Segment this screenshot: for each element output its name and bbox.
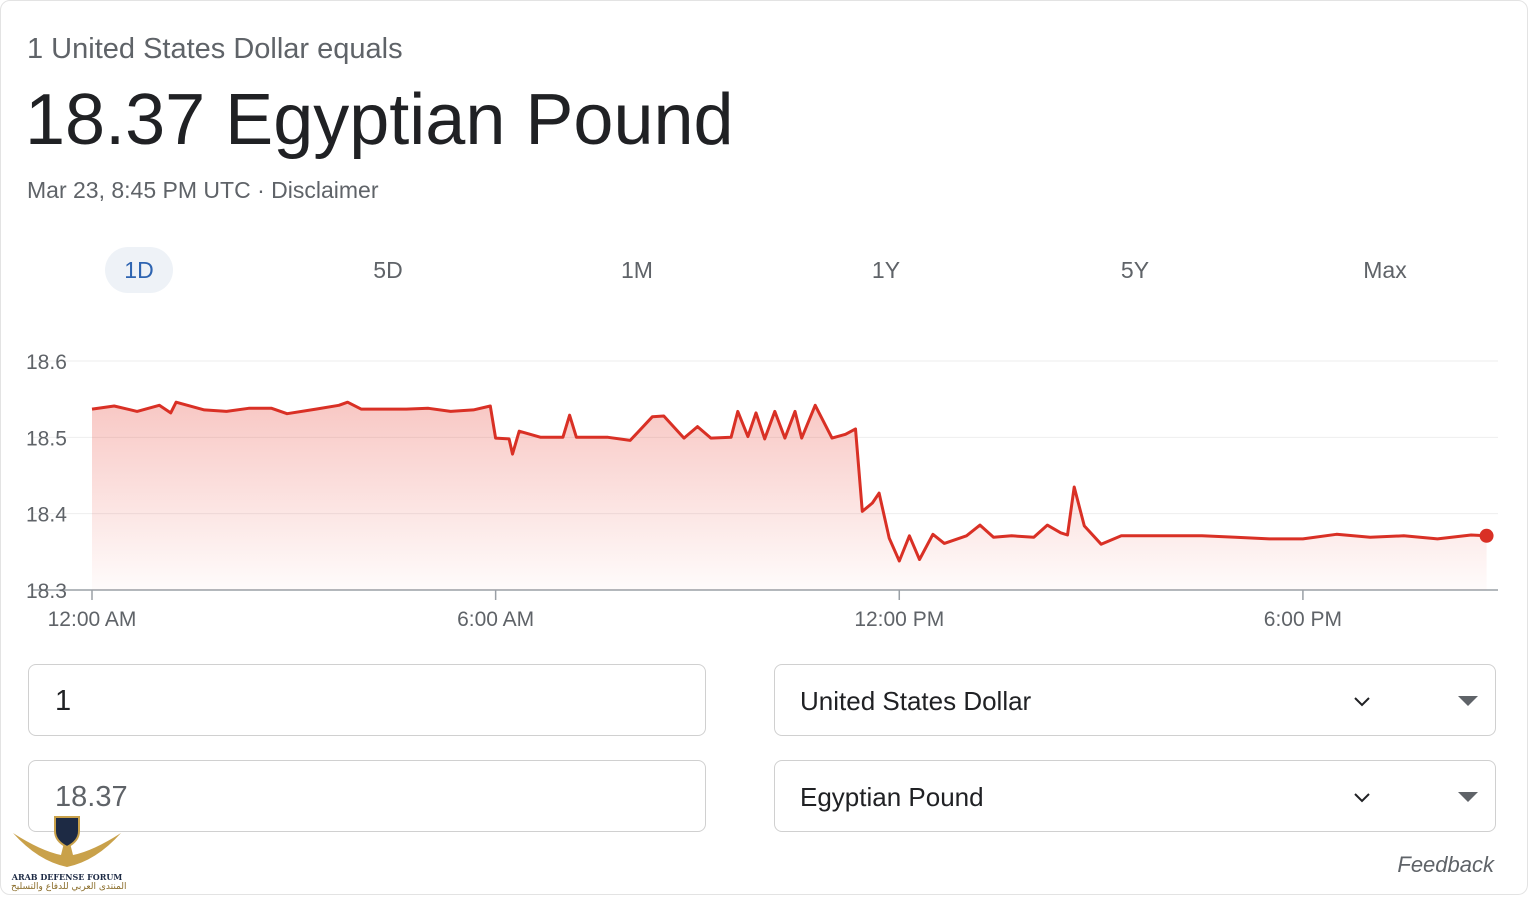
y-tick-label: 18.3 bbox=[26, 580, 67, 603]
y-tick-label: 18.5 bbox=[26, 427, 67, 450]
dropdown-icons bbox=[1354, 696, 1478, 707]
subtitle: 1 United States Dollar equals bbox=[27, 33, 403, 65]
from-currency: United States Dollar bbox=[800, 686, 1032, 716]
x-tick-label: 12:00 PM bbox=[854, 608, 944, 631]
price-line bbox=[91, 400, 1487, 563]
x-tick-label: 6:00 AM bbox=[457, 608, 534, 631]
timestamp-row: Mar 23, 8:45 PM UTC · Disclaimer bbox=[27, 177, 378, 204]
y-tick-label: 18.6 bbox=[26, 351, 67, 374]
watermark: ARAB DEFENSE FORUM المنتدى العربي للدفاع… bbox=[11, 811, 127, 892]
dropdown-icons bbox=[1354, 792, 1478, 803]
to-amount-input[interactable]: 18.37 bbox=[28, 760, 706, 832]
timestamp: Mar 23, 8:45 PM UTC bbox=[27, 177, 251, 203]
range-tab[interactable]: 5D bbox=[373, 257, 403, 283]
chart: 18.3 18.4 18.5 18.6 12:00 AM 6:00 AM 12:00 PM 6… bbox=[26, 351, 1498, 631]
range-tab[interactable]: 1Y bbox=[871, 257, 901, 283]
from-currency-select[interactable]: United States Dollar bbox=[774, 664, 1496, 736]
from-amount-input[interactable]: 1 bbox=[28, 664, 706, 736]
last-point bbox=[1479, 528, 1494, 543]
range-tab[interactable]: 1M bbox=[621, 257, 653, 283]
watermark-logo bbox=[13, 816, 121, 867]
to-amount: 18.37 bbox=[55, 781, 128, 813]
disclaimer-link[interactable]: Disclaimer bbox=[271, 177, 379, 203]
feedback-link[interactable]: Feedback bbox=[1397, 852, 1494, 877]
to-currency: Egyptian Pound bbox=[800, 782, 984, 812]
to-currency-select[interactable]: Egyptian Pound bbox=[774, 760, 1496, 832]
area-fill bbox=[92, 402, 1487, 590]
separator: · bbox=[257, 177, 265, 203]
watermark-arabic: المنتدى العربي للدفاع والتسليح bbox=[11, 882, 127, 892]
x-tick-label: 12:00 AM bbox=[48, 608, 137, 631]
watermark-name: ARAB DEFENSE FORUM bbox=[11, 872, 123, 882]
x-tick-label: 6:00 PM bbox=[1264, 608, 1342, 631]
y-tick-label: 18.4 bbox=[26, 504, 67, 527]
rate-title: 18.37 Egyptian Pound bbox=[25, 80, 734, 160]
from-amount: 1 bbox=[55, 685, 72, 717]
range-tab[interactable]: 1D bbox=[105, 247, 173, 293]
range-tab[interactable]: Max bbox=[1363, 257, 1407, 283]
range-tab[interactable]: 5Y bbox=[1120, 257, 1150, 283]
